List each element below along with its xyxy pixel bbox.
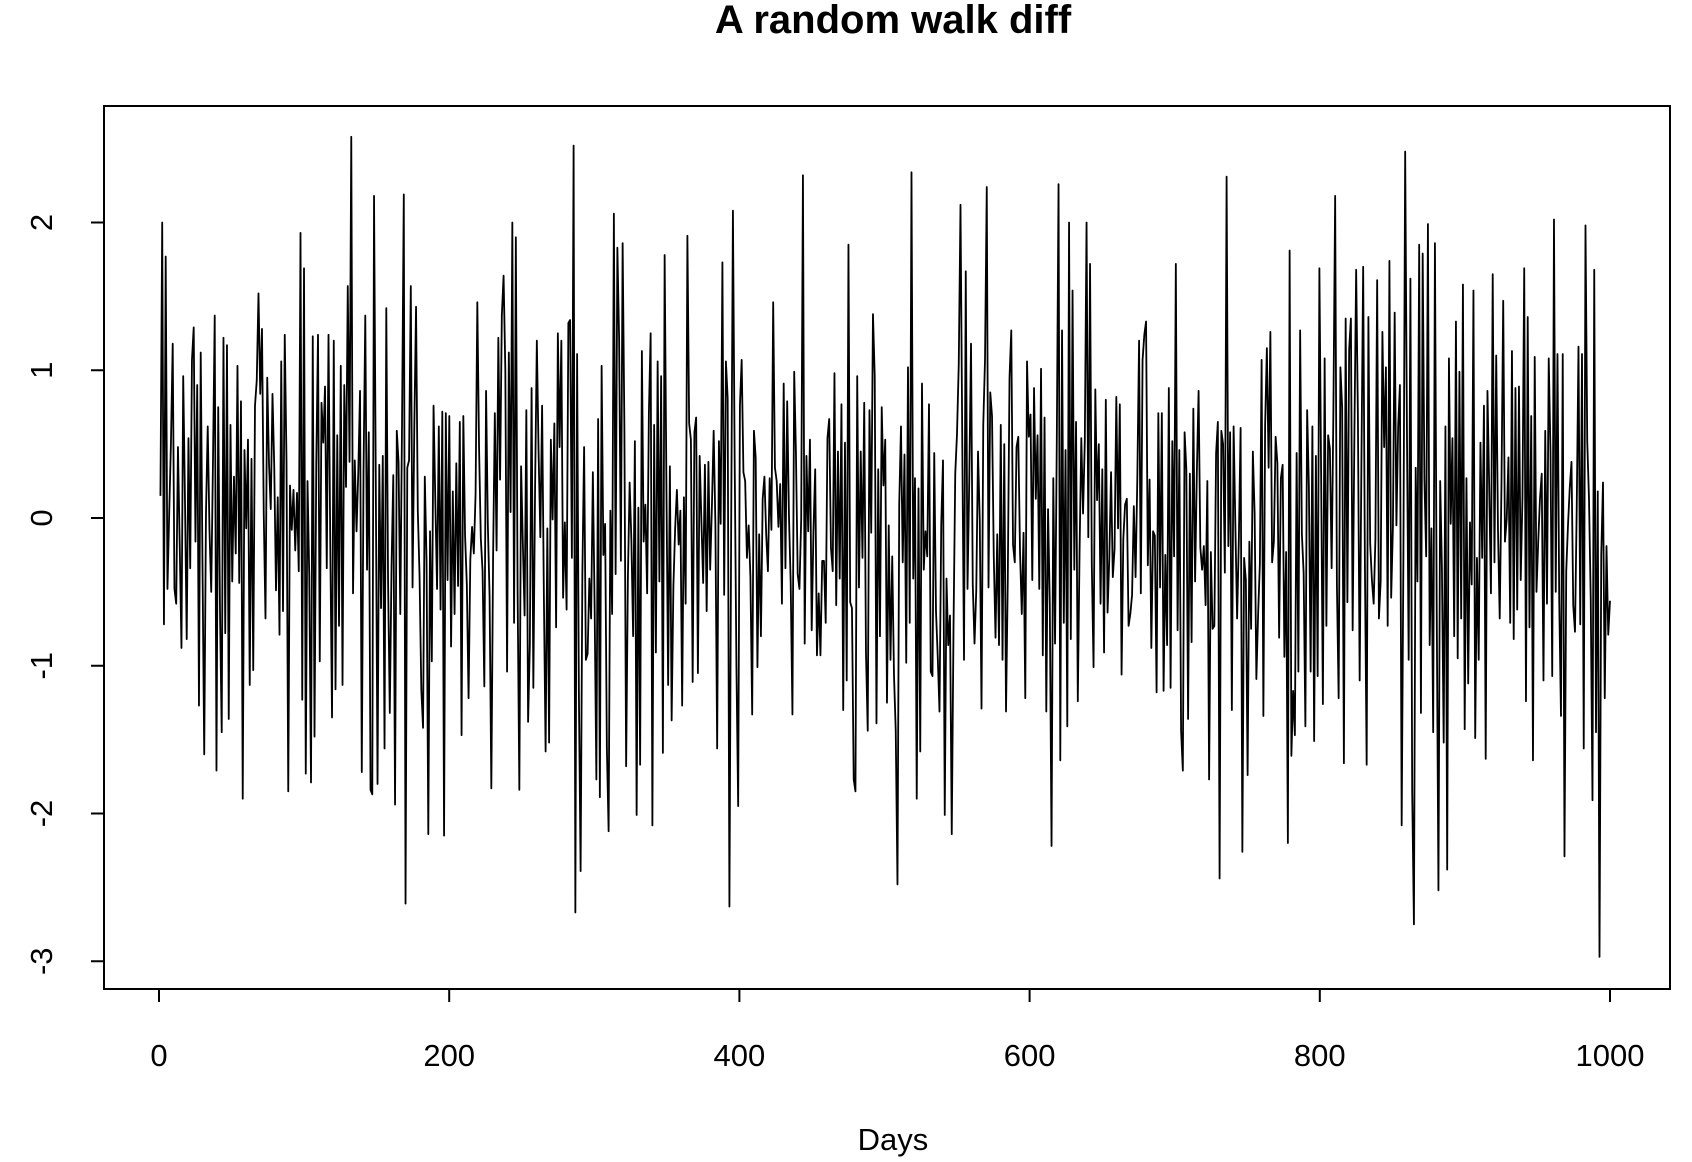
y-tick-label: 0 — [24, 509, 59, 526]
y-tick-label: 2 — [24, 214, 59, 231]
y-tick-label: -2 — [24, 800, 59, 828]
x-tick-label: 1000 — [1576, 1038, 1645, 1073]
x-tick-label: 800 — [1294, 1038, 1346, 1073]
x-tick-label: 400 — [714, 1038, 766, 1073]
y-tick-label: -3 — [24, 947, 59, 975]
x-tick-label: 200 — [423, 1038, 475, 1073]
x-tick-label: 0 — [150, 1038, 167, 1073]
chart-title: A random walk diff — [715, 0, 1072, 42]
y-axis: -3 -2 -1 0 1 2 — [24, 214, 105, 975]
x-tick-label: 600 — [1004, 1038, 1056, 1073]
series-group — [159, 135, 1611, 958]
x-axis-label: Days — [858, 1122, 929, 1157]
y-tick-label: -1 — [24, 652, 59, 680]
x-axis: 0 200 400 600 800 1000 — [150, 988, 1645, 1073]
y-tick-label: 1 — [24, 362, 59, 379]
series-line-1 — [159, 135, 1611, 958]
